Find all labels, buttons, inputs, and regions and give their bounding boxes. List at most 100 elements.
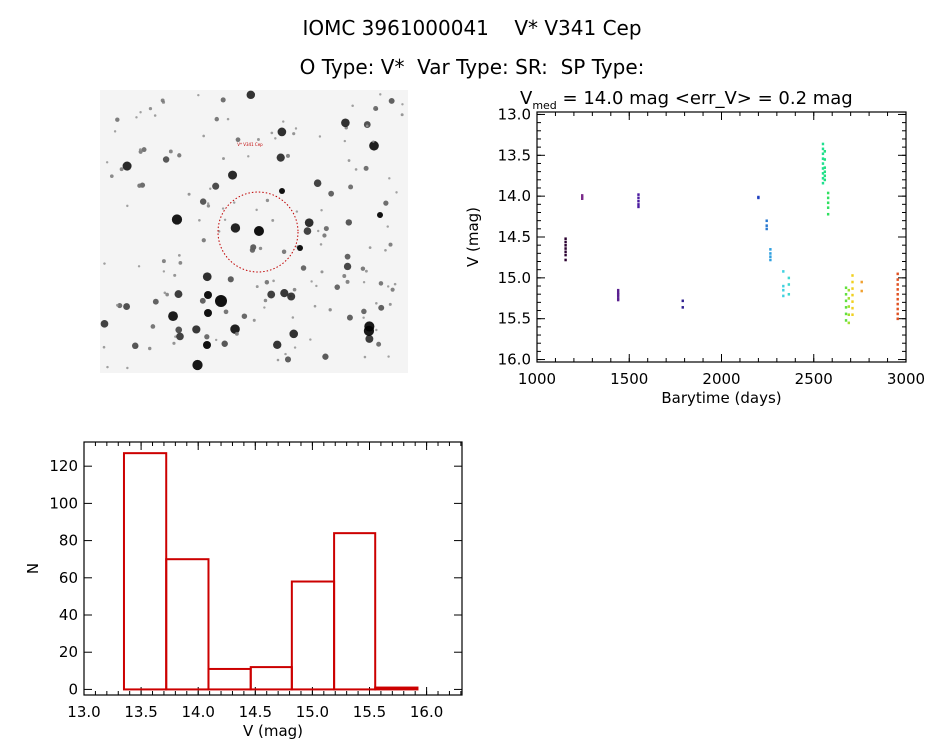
histogram-bar [122,452,168,691]
data-point [637,205,640,209]
star [153,114,157,117]
star [255,208,258,212]
star [292,287,297,292]
x-tick-label: 14.5 [239,703,272,721]
data-point [787,283,791,286]
data-point [896,288,899,291]
star [347,159,351,162]
star [395,191,398,194]
data-point [637,199,640,203]
star [317,229,320,233]
star [341,118,350,128]
data-point [765,224,768,227]
star [206,202,210,205]
star [372,140,375,143]
data-point [681,306,684,309]
data-point [564,240,567,244]
star [277,127,287,137]
star [386,225,389,228]
data-point [844,299,848,303]
data-point [851,300,854,303]
star [160,98,165,103]
star [165,292,169,297]
data-point [782,294,785,298]
data-point [782,288,785,292]
bright-star [204,309,212,317]
plot-frame [83,441,463,696]
star [113,130,117,133]
bright-star [215,295,227,307]
data-point [823,178,827,182]
data-point [826,196,830,200]
star [376,341,382,347]
star [161,259,166,264]
histogram-bar [165,558,210,691]
y-tick-label: 120 [49,457,78,475]
star [206,204,211,208]
star [148,106,153,111]
star [401,103,404,106]
star [351,104,354,107]
data-point [564,237,567,241]
data-point [581,197,584,201]
star [309,338,312,341]
x-axis-label: V (mag) [243,722,303,740]
data-point [844,312,848,316]
data-point [896,283,899,286]
star [284,352,287,356]
star [375,328,378,332]
star [369,140,379,151]
star-field-image: V* V341 Cep [100,90,408,373]
star [201,238,206,243]
target-circle [217,191,299,273]
star [163,291,167,295]
star [199,297,206,304]
star [289,329,299,339]
star [226,117,230,121]
data-point [765,227,768,231]
star [220,97,226,103]
data-point [823,170,827,174]
star [197,93,200,97]
data-point [823,174,827,178]
star [234,331,239,336]
data-point [821,162,825,165]
y-tick-label: 14.0 [498,187,531,205]
star [386,285,390,288]
bright-star [377,212,383,218]
x-tick-label: 2000 [702,370,740,388]
data-point [896,317,899,321]
star [214,338,218,342]
data-point [581,194,584,197]
bright-star [279,188,285,194]
star [354,168,358,171]
histogram-bar [207,667,252,691]
data-point [851,280,854,284]
data-point [821,147,825,151]
data-point [564,250,567,254]
star [106,365,109,369]
data-point [765,219,768,223]
star [137,265,141,268]
star [328,308,332,312]
star [148,346,152,351]
x-tick-label: 14.0 [181,703,214,721]
star [284,356,292,363]
data-point [844,306,848,309]
star [343,139,347,143]
star [222,157,225,161]
star [346,314,353,321]
y-tick-label: 14.5 [498,228,531,246]
star [174,335,177,338]
star [272,279,275,283]
y-tick-label: 15.5 [498,310,531,328]
x-axis-label: Barytime (days) [661,389,781,407]
light-curve-title: Vmed = 14.0 mag <err_V> = 0.2 mag [520,88,853,112]
star [117,303,123,309]
y-tick-label: 40 [59,606,78,624]
data-point [896,278,899,281]
data-point [769,252,772,255]
star [173,273,177,277]
data-point [787,276,791,280]
data-point [860,280,863,284]
